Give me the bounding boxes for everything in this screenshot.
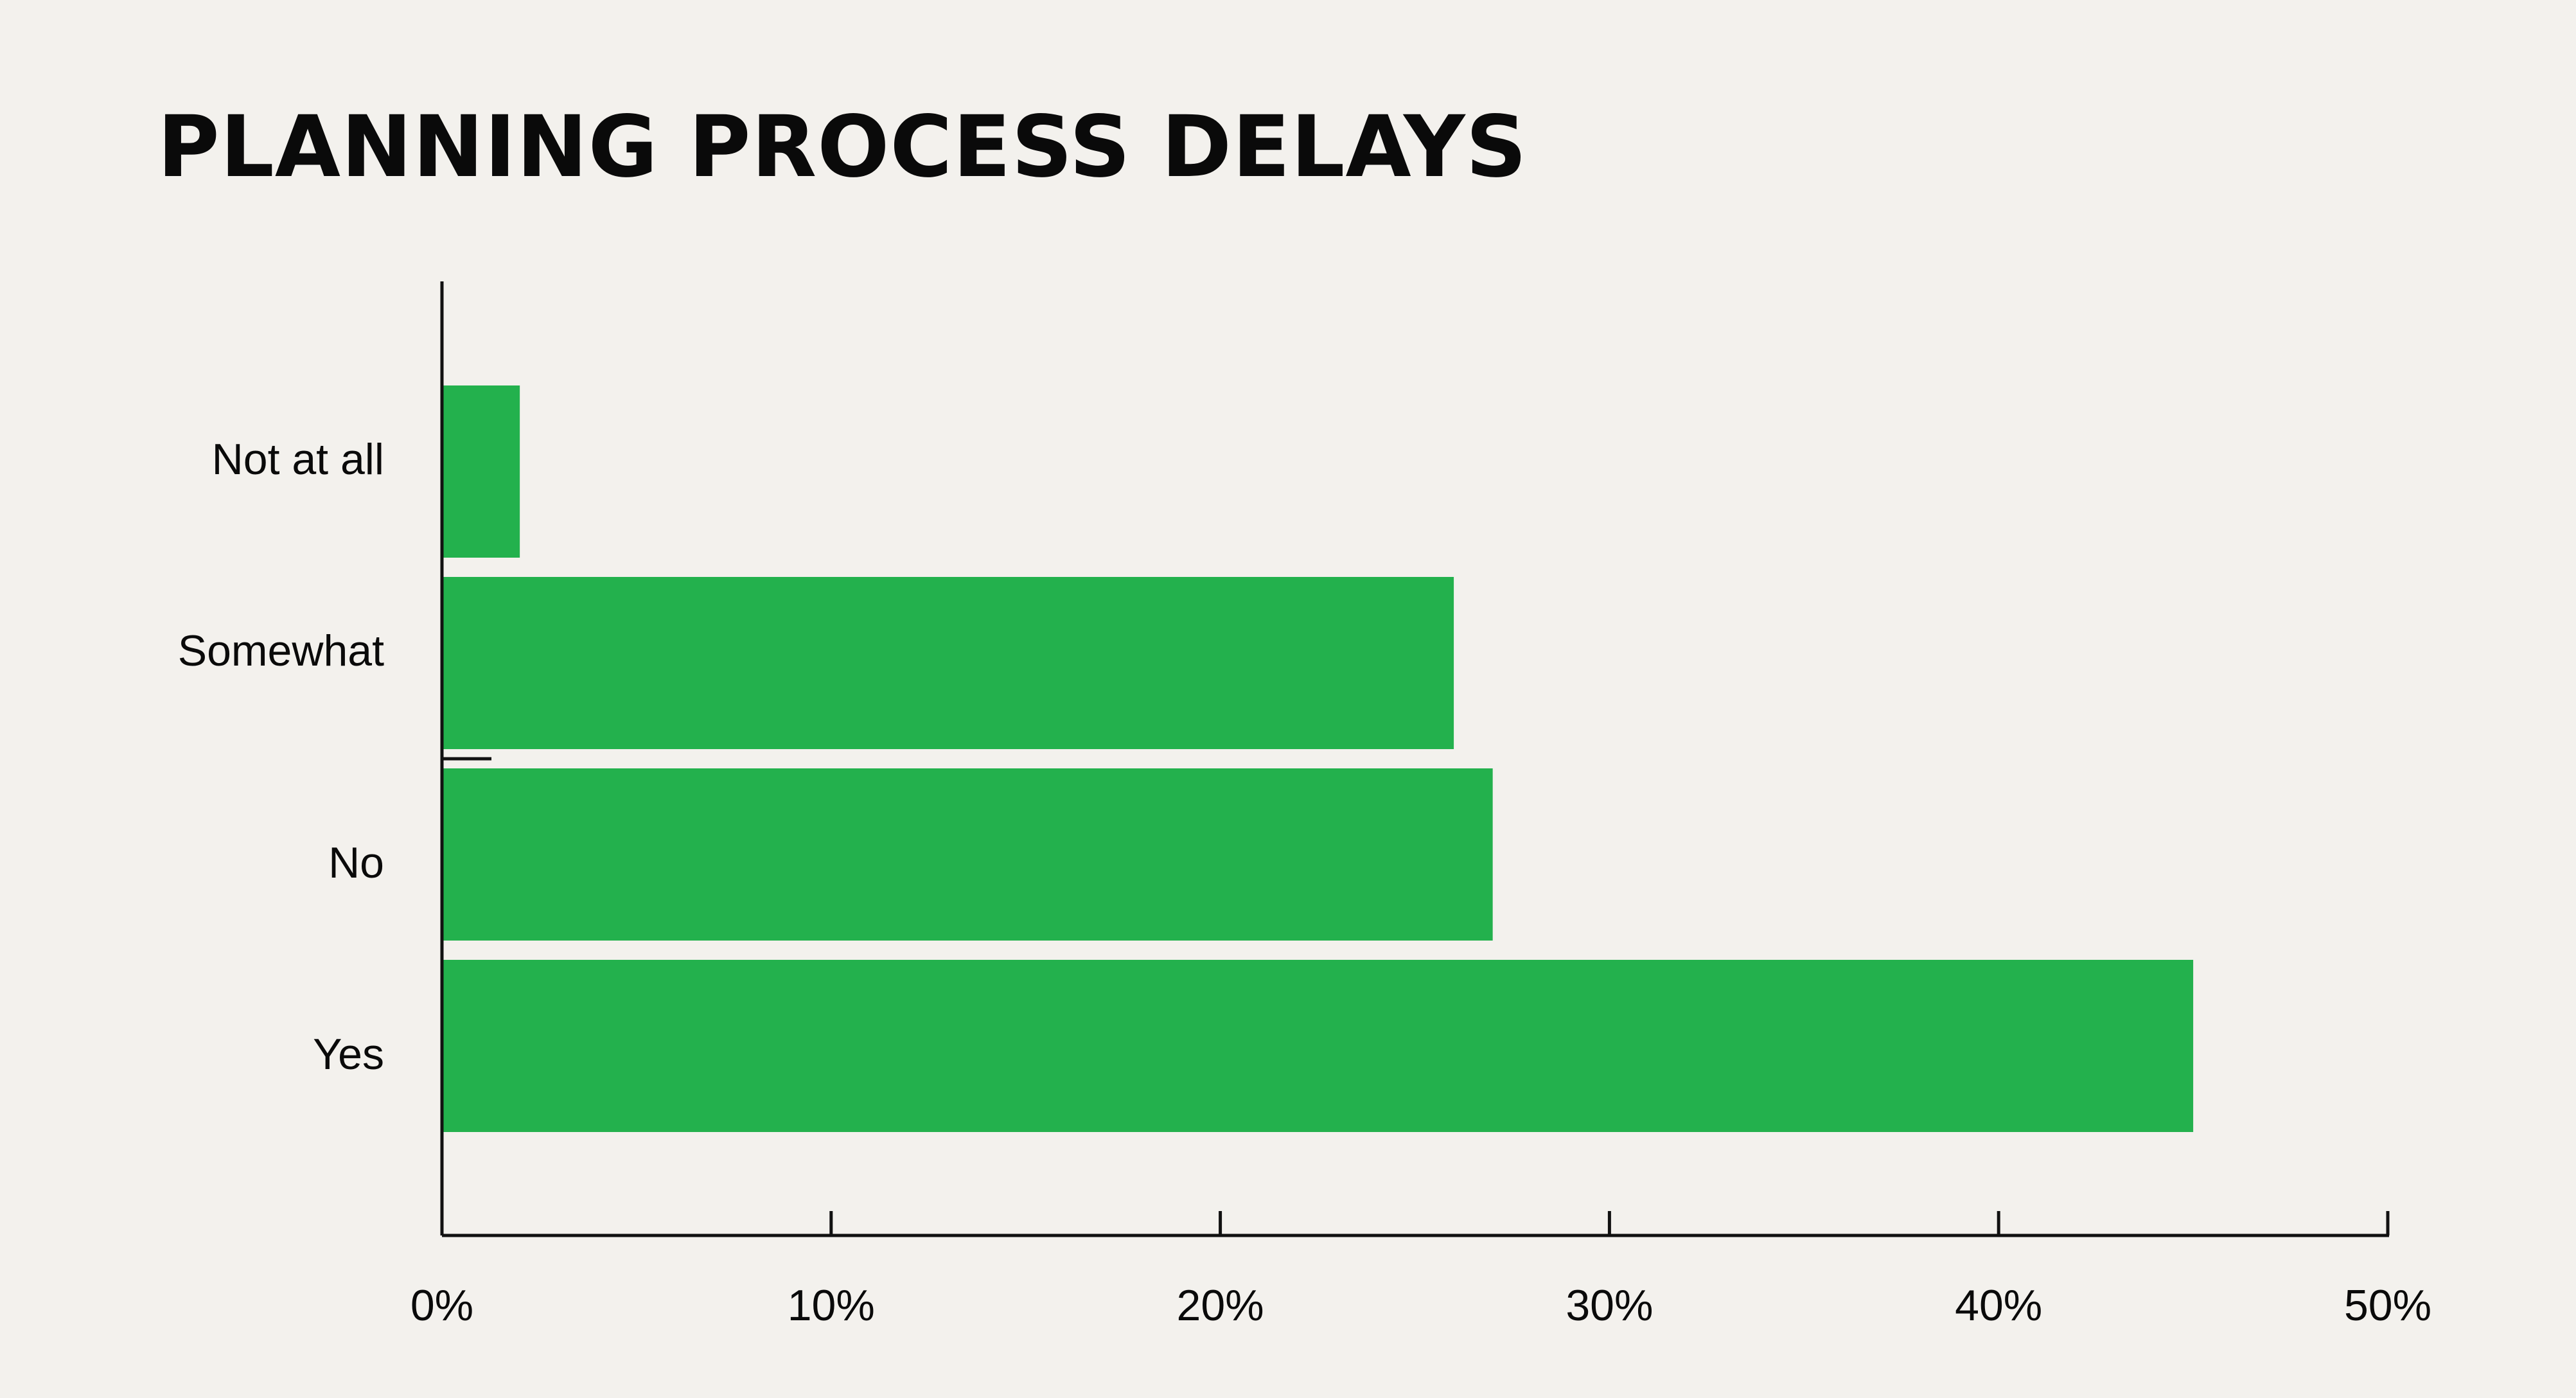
category-label: Yes	[313, 1030, 384, 1079]
category-label: Somewhat	[178, 626, 384, 675]
axes-layer	[440, 281, 2390, 1237]
bar-somewhat	[442, 577, 1454, 749]
x-tick-label: 30%	[1566, 1281, 1653, 1330]
bars-layer	[442, 385, 2194, 1132]
chart-title: PLANNING PROCESS DELAYS	[157, 98, 1528, 197]
x-tick-label: 40%	[1955, 1281, 2042, 1330]
bar-no	[442, 768, 1493, 941]
category-label: No	[328, 838, 384, 887]
x-tick-label: 10%	[788, 1281, 875, 1330]
category-label: Not at all	[212, 435, 384, 484]
x-tick-label: 0%	[410, 1281, 473, 1330]
x-tick-label: 20%	[1177, 1281, 1264, 1330]
x-tick-label: 50%	[2344, 1281, 2431, 1330]
bar-not-at-all	[442, 385, 520, 558]
labels-layer: Not at all Somewhat No Yes 0% 10% 20% 30% 40% 50%	[178, 435, 2431, 1330]
bar-yes	[442, 960, 2194, 1132]
